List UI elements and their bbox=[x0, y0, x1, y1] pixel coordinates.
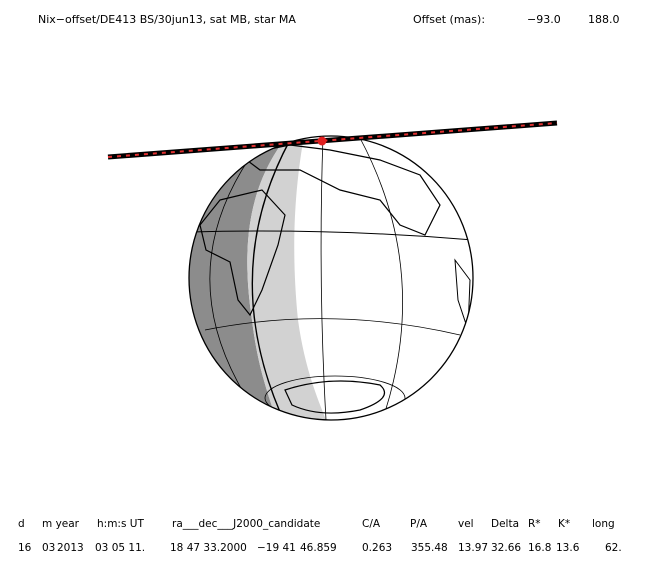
table-header: d m year h:m:s UT ra___dec___J2000_candi… bbox=[18, 518, 615, 530]
column-header: K* bbox=[558, 518, 570, 530]
shadow-track-marks bbox=[107, 122, 558, 158]
column-header: long bbox=[592, 518, 615, 530]
cell: 16 bbox=[18, 542, 32, 554]
cell: 13.6 bbox=[556, 542, 580, 554]
cell: 62. bbox=[605, 542, 622, 554]
column-header: h:m:s UT bbox=[97, 518, 144, 530]
offset-label: Offset (mas): bbox=[413, 13, 485, 26]
column-header: R* bbox=[528, 518, 541, 530]
column-header: d bbox=[18, 518, 25, 530]
cell: 46.859 bbox=[300, 542, 337, 554]
cell: 03 05 11. bbox=[95, 542, 145, 554]
cell: 03 bbox=[42, 542, 55, 554]
offset-value: 188.0 bbox=[588, 13, 620, 26]
offset-value: −93.0 bbox=[527, 13, 561, 26]
cell: 13.97 bbox=[458, 542, 488, 554]
cell: 18 47 33.2000 bbox=[170, 542, 247, 554]
table-row: 16 03 2013 03 05 11. 18 47 33.2000 −19 4… bbox=[18, 542, 622, 554]
column-header: C/A bbox=[362, 518, 381, 530]
column-header: Delta bbox=[491, 518, 519, 530]
globe-outline bbox=[188, 135, 474, 421]
globe bbox=[189, 136, 473, 420]
column-header: P/A bbox=[410, 518, 428, 530]
column-header: ra___dec___J2000_candidate bbox=[172, 518, 320, 530]
cell: 355.48 bbox=[411, 542, 448, 554]
cell: 16.8 bbox=[528, 542, 551, 554]
map-title: Nix−offset/DE413 BS/30jun13, sat MB, sta… bbox=[38, 13, 296, 26]
cell: −19 41 bbox=[257, 542, 296, 554]
column-header: vel bbox=[458, 518, 474, 530]
cell: 2013 bbox=[57, 542, 84, 554]
central-point bbox=[317, 136, 327, 146]
cell: 0.263 bbox=[362, 542, 392, 554]
cell: 32.66 bbox=[491, 542, 521, 554]
column-header: m year bbox=[42, 518, 80, 530]
